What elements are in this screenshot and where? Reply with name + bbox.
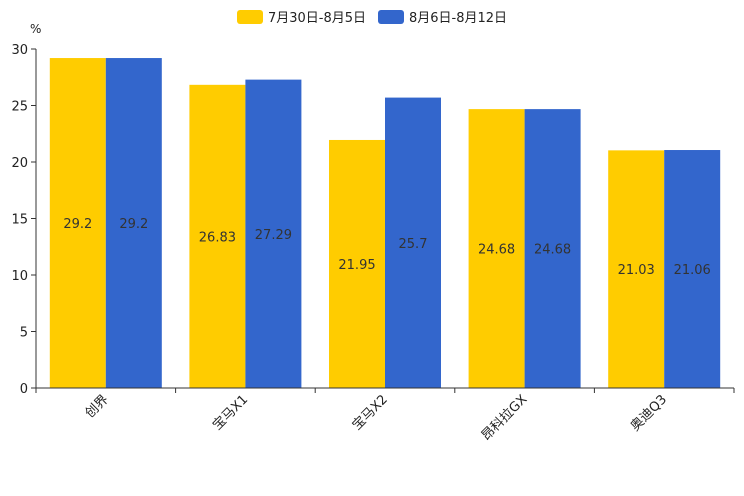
y-tick-label-3: 15 [11,213,28,228]
legend-label-series-1: 7月30日-8月5日 [267,11,366,26]
y-tick-label-1: 5 [20,326,28,341]
x-tick-label-2: 宝马X1 [210,392,251,433]
legend: 7月30日-8月5日 8月6日-8月12日 [0,7,744,26]
y-axis-unit: % [30,22,42,36]
y-tick-label-2: 10 [11,269,28,284]
data-label-series-2-3: 25.7 [399,237,428,252]
x-tick-label-1: 创界 [83,392,112,421]
x-tick-label-4: 昂科拉GX [479,392,531,444]
y-tick-label-5: 25 [11,100,28,115]
legend-swatch-series-2 [378,9,404,24]
x-tick-label-3: 宝马X2 [350,392,391,433]
data-label-series-1-2: 26.83 [199,230,236,245]
data-label-series-1-4: 24.68 [478,243,515,258]
y-tick-label-4: 20 [11,156,28,171]
bar-series-2-4[interactable] [524,109,581,388]
data-label-series-2-5: 21.06 [674,263,711,278]
legend-item-series-1[interactable]: 7月30日-8月5日 [236,7,366,26]
legend-item-series-2[interactable]: 8月6日-8月12日 [378,7,507,26]
bar-series-1-1[interactable] [49,58,106,388]
data-label-series-2-4: 24.68 [534,243,571,258]
bar-series-1-4[interactable] [468,109,525,388]
data-label-series-1-3: 21.95 [338,258,375,273]
data-label-series-1-1: 29.2 [63,217,92,232]
bar-series-1-3[interactable] [329,139,385,388]
bar-series-2-5[interactable] [664,150,721,388]
bar-series-2-2[interactable] [245,79,302,389]
bar-series-1-2[interactable] [189,84,246,389]
bar-series-2-1[interactable] [105,58,162,388]
legend-swatch-series-1 [236,9,263,24]
legend-label-series-2: 8月6日-8月12日 [409,11,508,26]
data-label-series-2-2: 27.29 [255,228,292,243]
bar-series-2-3[interactable] [385,97,441,388]
y-tick-label-0: 0 [20,382,28,397]
data-label-series-2-1: 29.2 [119,217,148,232]
bar-series-1-5[interactable] [608,150,665,388]
y-tick-label-6: 30 [11,43,28,58]
data-label-series-1-5: 21.03 [618,263,655,278]
x-tick-label-5: 奥迪Q3 [628,392,670,434]
